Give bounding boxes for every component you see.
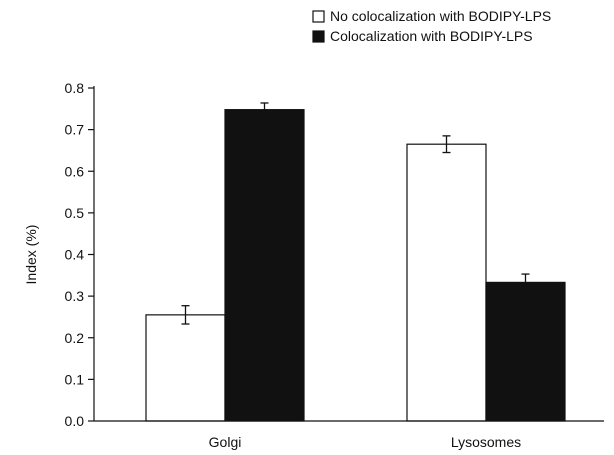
y-axis-title: Index (%): [23, 225, 39, 285]
bar-lysosomes-series-2: [485, 281, 566, 422]
bar-golgi-series-1: [145, 314, 226, 422]
legend-label: Colocalization with BODIPY-LPS: [330, 28, 533, 44]
legend-swatch: [312, 10, 325, 23]
y-tick-label: 0.8: [65, 80, 85, 96]
bar-golgi-series-2: [224, 109, 305, 422]
error-bar: [260, 102, 269, 110]
legend-item-2: Colocalization with BODIPY-LPS: [312, 28, 533, 44]
y-tick-label: 0.5: [65, 205, 85, 221]
legend-label: No colocalization with BODIPY-LPS: [330, 8, 551, 24]
y-tick-label: 0.0: [65, 413, 85, 429]
bar-lysosomes-series-1: [406, 143, 487, 422]
y-tick-label: 0.7: [65, 122, 85, 138]
x-tick-label-golgi: Golgi: [209, 434, 242, 450]
x-axis-labels: Golgi Lysosomes: [209, 434, 521, 450]
x-tick-label-lysosomes: Lysosomes: [451, 434, 521, 450]
bars: [145, 109, 566, 422]
y-axis: 0.0 0.1 0.2 0.3 0.4 0.5 0.6 0.7 0.8: [65, 80, 95, 429]
legend-item-1: No colocalization with BODIPY-LPS: [312, 8, 551, 24]
legend-swatch: [312, 30, 325, 43]
y-tick-label: 0.6: [65, 163, 85, 179]
y-tick-label: 0.4: [65, 247, 85, 263]
y-tick-label: 0.1: [65, 371, 85, 387]
legend: No colocalization with BODIPY-LPS Colocal…: [312, 8, 551, 44]
y-tick-label: 0.3: [65, 288, 85, 304]
error-bars: [181, 102, 530, 325]
error-bar: [442, 135, 451, 154]
y-tick-label: 0.2: [65, 330, 85, 346]
error-bar: [181, 305, 190, 325]
error-bar: [521, 273, 530, 283]
